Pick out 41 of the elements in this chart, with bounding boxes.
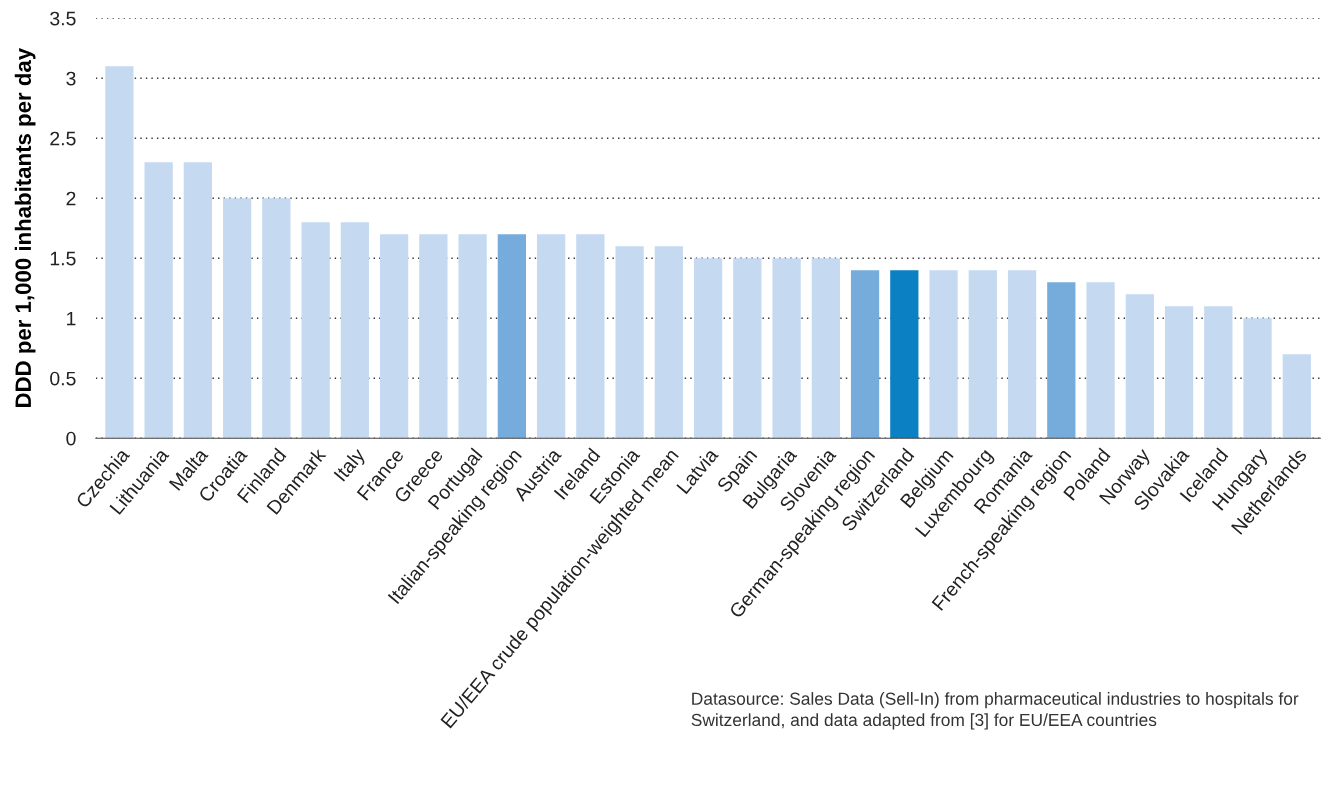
y-tick-label: 0.5 [50,371,76,386]
y-tick-label: 2.5 [50,131,76,146]
bar [693,258,723,439]
bar [222,198,252,439]
bar [1243,318,1272,439]
bar [419,234,448,439]
bar [1164,306,1194,439]
bar [1086,282,1115,439]
bar [576,234,605,439]
bar [968,270,997,439]
bar [144,162,173,439]
y-tick-label: 0 [66,431,76,446]
bar [340,222,369,439]
bar [615,246,644,439]
y-axis-title: DDD per 1,000 inhabitants per day [14,48,36,408]
bar [301,222,330,439]
bar [654,246,683,439]
y-tick-label: 2 [66,191,76,206]
y-tick-label: 3.5 [50,11,76,26]
bar [772,258,801,439]
bar [262,198,291,439]
bar [1125,294,1154,439]
bar [811,258,840,439]
bar [105,66,134,439]
y-tick-label: 1.5 [50,251,76,266]
bar [1007,270,1037,439]
bar [890,270,919,439]
bar [1282,354,1311,439]
bar [1047,282,1076,439]
bar [733,258,762,439]
bar [183,162,212,439]
bar [1204,306,1233,439]
bar [497,234,526,439]
y-tick-label: 1 [67,311,76,326]
bar [536,234,566,439]
bar [458,234,487,439]
bar [850,270,880,439]
bar [379,234,409,439]
y-tick-label: 3 [66,71,76,86]
bar [929,270,958,439]
text: Datasource: Sales Data (Sell-In) from pharmaceutical industries to hospitals for Switzerland, and data adapted from [3] for EU/EEA countries [691,692,1299,730]
